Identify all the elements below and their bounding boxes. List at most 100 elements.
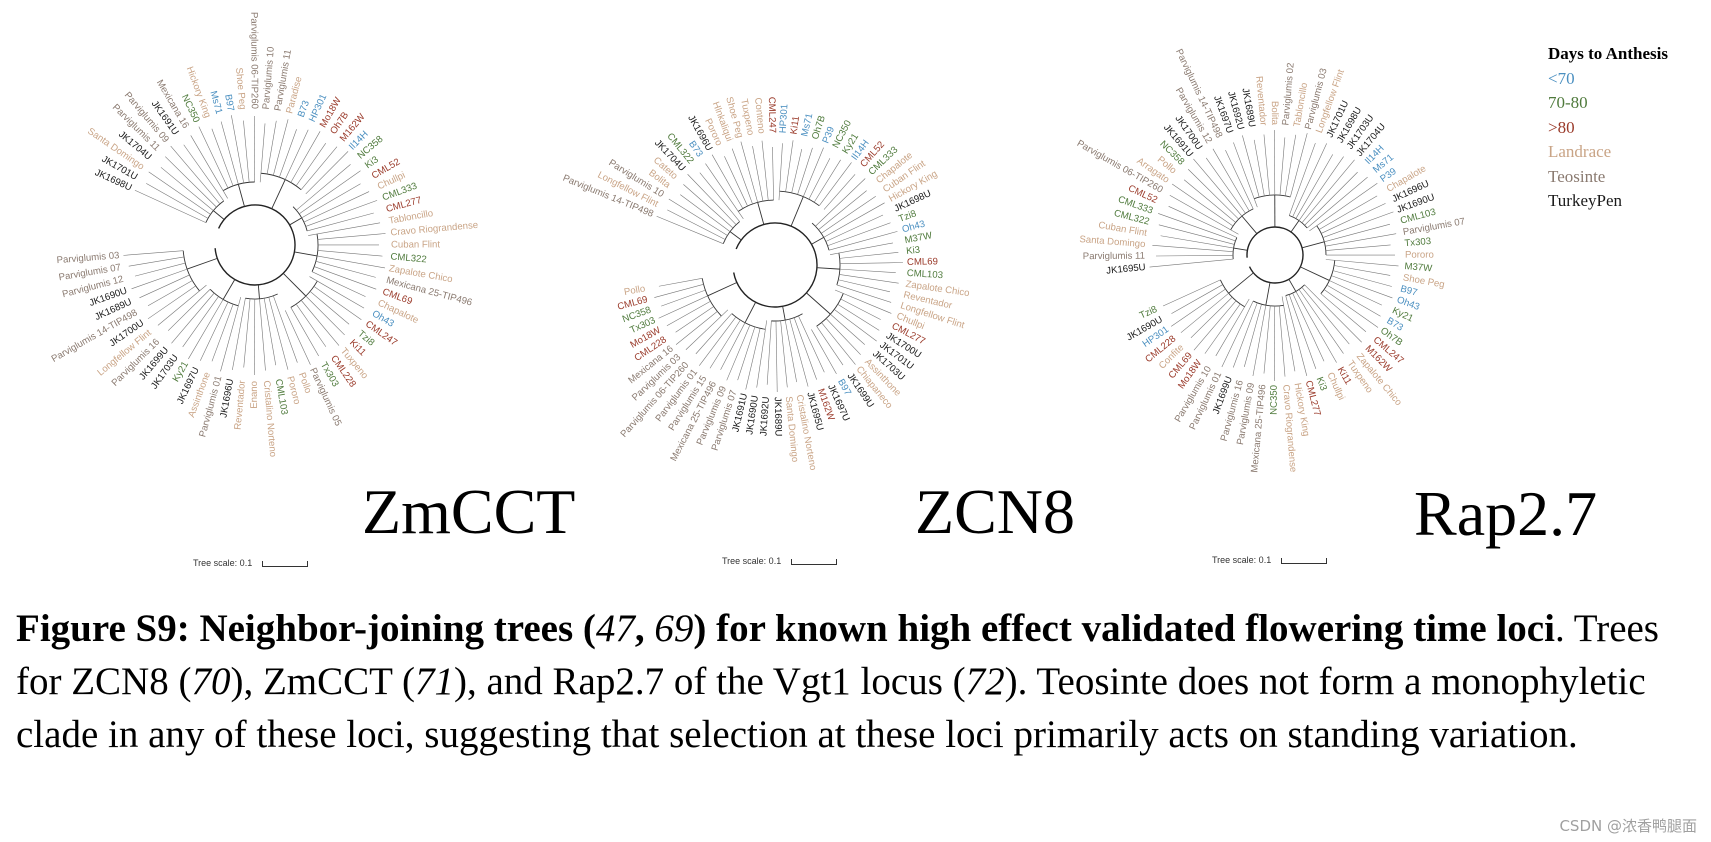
legend-item-turkeypen: TurkeyPen [1548, 191, 1622, 210]
branch-line [1193, 300, 1237, 351]
branch-line [711, 154, 744, 209]
clade-stem [816, 267, 840, 270]
branch-line [683, 184, 734, 229]
clade-stem [1233, 247, 1248, 251]
caption-text-4: ). [1004, 660, 1028, 703]
leaf-label: Ms71 [799, 112, 815, 137]
leaf-label: Parviglumis 06-TIP260 [248, 12, 260, 109]
branch-line [699, 316, 737, 366]
watermark: CSDN @浓香鸭腿面 [1559, 817, 1697, 835]
tree-zcn8: Parviglumis 14-TIP498 Longfellow Flint Par… [560, 40, 1040, 500]
branch-line [778, 143, 783, 201]
leaf-label: Tx303 [1404, 236, 1432, 249]
branch-line [1171, 288, 1226, 327]
clade-stem [811, 236, 824, 245]
leaf-label: Parviglumis 10 [261, 46, 277, 110]
branch-line [171, 292, 215, 344]
branch-line [315, 261, 376, 278]
branch-line [1304, 171, 1358, 226]
branch-line [1325, 259, 1399, 267]
branch-line [815, 178, 866, 227]
leaf-label: B97 [222, 93, 236, 112]
branch-line [266, 120, 277, 175]
branch-line [296, 164, 351, 211]
caption-ref-d: 71 [415, 660, 454, 703]
zcn8-tree-scale: Tree scale: 0.1 [722, 556, 838, 566]
branch-line [1329, 280, 1382, 306]
branch-line [139, 274, 190, 299]
caption-text-3: ), and Rap2.7 of the Vgt1 locus ( [454, 660, 966, 703]
branch-line [1279, 137, 1286, 196]
caption-text-2: ), ZmCCT ( [230, 660, 415, 703]
branch-line [1171, 183, 1234, 227]
branch-line [1152, 244, 1234, 252]
clade-stem [1290, 220, 1300, 233]
branch-line [1180, 292, 1229, 333]
branch-line [1295, 291, 1337, 363]
branch-line [284, 310, 311, 365]
branch-line [1301, 159, 1355, 223]
clade-stem [757, 202, 765, 225]
branch-line [1298, 289, 1344, 354]
caption-comma: , [634, 607, 655, 650]
branch-line [838, 279, 890, 293]
clade-stem [1301, 241, 1325, 249]
branch-line [818, 162, 852, 206]
zmcct-scale-label: Tree scale: 0.1 [193, 558, 253, 568]
clade-arc [731, 313, 766, 330]
scale-bar [1281, 558, 1328, 564]
clade-stem [222, 279, 236, 300]
branch-line [165, 156, 217, 208]
branch-line [785, 140, 794, 192]
branch-line [298, 170, 361, 215]
branch-line [284, 129, 309, 180]
branch-line [1263, 134, 1270, 196]
clade-stem [729, 231, 742, 241]
clade-arc [701, 278, 722, 317]
branch-line [1295, 154, 1334, 219]
clade-stem [213, 210, 225, 220]
branch-line [821, 322, 856, 365]
branch-line [797, 147, 813, 195]
branch-line [243, 298, 251, 368]
figure-panel: JK1698U JK1701U Santa Domingo JK1704U Parvig… [50, 12, 1668, 568]
leaf-label: Ki3 [1314, 376, 1329, 393]
clade-stem [744, 302, 757, 323]
leaf-label: M37W [904, 230, 934, 246]
branch-line [263, 298, 277, 366]
leaf-label: JK1695U [1106, 262, 1146, 277]
branch-line [756, 320, 768, 388]
branch-line [309, 276, 365, 309]
caption-ref-b: 69 [654, 607, 694, 650]
caption-text-1: . Trees for ZCN8 ( [16, 607, 1659, 703]
clade-arc [260, 172, 302, 191]
branch-line [1292, 293, 1325, 362]
branch-line [128, 256, 185, 267]
branch-line [188, 299, 224, 360]
scale-bar [791, 559, 838, 565]
branch-line [839, 274, 899, 284]
branch-line [160, 167, 214, 211]
clade-stem [1300, 266, 1330, 281]
branch-line [1323, 289, 1379, 328]
branch-line [1188, 169, 1239, 220]
branch-line [658, 278, 703, 287]
branch-line [1325, 244, 1391, 251]
branch-line [839, 268, 896, 273]
tree-rap27: JK1695U Parviglumis 11 Santa Domingo Cuban … [1060, 40, 1540, 500]
branch-line [1190, 296, 1233, 339]
branch-line [1332, 270, 1392, 287]
clade-arc [1252, 300, 1284, 307]
branch-line [305, 200, 378, 227]
branch-line [675, 311, 718, 345]
zcn8-scale-label: Tree scale: 0.1 [722, 556, 782, 566]
branch-line [821, 195, 876, 234]
branch-line [1158, 224, 1235, 245]
clade-stem [282, 273, 307, 297]
branch-line [313, 286, 362, 320]
branch-line [1334, 265, 1391, 276]
branch-line [752, 146, 764, 202]
branch-line [829, 242, 894, 255]
caption-ref-a: 47 [595, 607, 635, 650]
branch-line [220, 121, 239, 185]
